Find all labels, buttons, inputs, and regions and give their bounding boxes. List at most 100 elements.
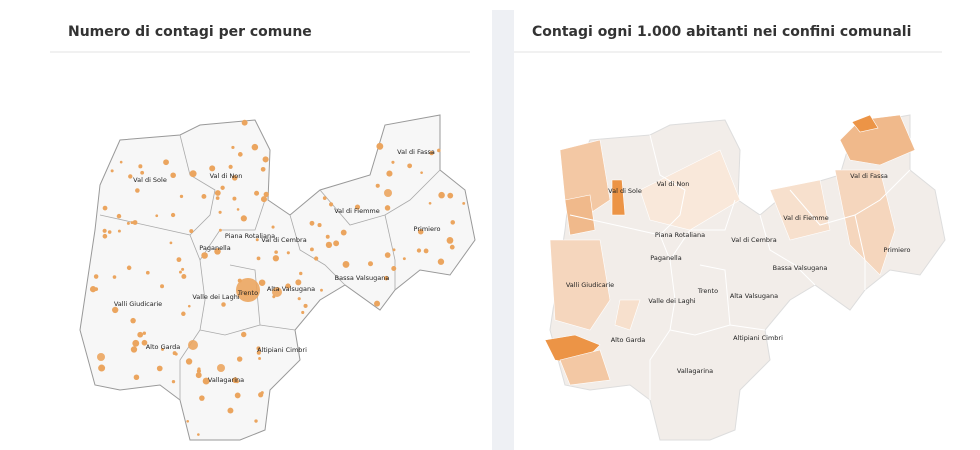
dot: [128, 174, 133, 179]
dot: [137, 331, 144, 338]
dot: [98, 364, 106, 372]
dot: [241, 119, 248, 126]
district-label: Val di Cembra: [731, 236, 776, 244]
district-label: Val di Non: [657, 180, 690, 188]
dot: [170, 172, 176, 179]
district-border: [854, 214, 866, 290]
district-label: Primiero: [884, 246, 911, 254]
dot: [132, 339, 140, 347]
dot: [160, 284, 165, 289]
dot: [384, 252, 391, 258]
dot: [94, 287, 99, 292]
dot: [102, 233, 108, 239]
dot: [97, 353, 105, 361]
dot: [447, 192, 454, 199]
dot: [236, 208, 240, 211]
dot: [271, 225, 275, 229]
district-patch: [614, 299, 641, 331]
dot: [236, 356, 243, 362]
district-border: [759, 214, 816, 286]
dot: [285, 283, 291, 289]
dot: [325, 241, 333, 249]
dot: [179, 194, 184, 199]
dot: [170, 212, 176, 218]
dot: [429, 150, 434, 156]
district-label: Vallagarina: [677, 367, 713, 375]
district-label: Alta Valsugana: [730, 292, 778, 300]
dot: [227, 407, 234, 414]
dot: [303, 303, 308, 308]
dot: [232, 175, 238, 181]
panel-title: Numero di contagi per comune: [68, 24, 312, 40]
dot: [171, 379, 176, 384]
dot: [130, 221, 134, 225]
dot: [262, 156, 269, 163]
dot: [181, 267, 185, 271]
dot: [202, 377, 210, 385]
district-label: Val di Sole: [608, 187, 642, 195]
district-border: [179, 134, 216, 236]
dot: [258, 357, 262, 360]
dot: [141, 339, 148, 346]
dot: [112, 306, 119, 314]
district-label: Val di Sole: [133, 176, 167, 184]
dot: [374, 300, 381, 307]
dot: [384, 189, 392, 197]
dot: [256, 346, 261, 351]
map: Val di Sole Val di Non Val di Fassa Val di …: [544, 114, 946, 441]
dot: [102, 228, 107, 233]
district-label: Altipiani Cimbri: [733, 334, 783, 342]
district-border: [199, 324, 296, 336]
dot: [119, 160, 123, 164]
district-border: [199, 199, 266, 261]
district-label: Val di Fiemme: [334, 207, 380, 215]
district-label: Alta Valsugana: [267, 285, 315, 293]
district-label: Valle dei Laghi: [648, 297, 695, 305]
dot: [438, 191, 445, 199]
dot: [417, 228, 424, 235]
dot: [132, 220, 138, 225]
dot: [391, 266, 397, 271]
dot: [93, 274, 99, 279]
panel-title: Contagi ogni 1.000 abitanti nei confini …: [532, 24, 911, 40]
dot: [197, 433, 200, 436]
dot: [251, 143, 259, 151]
dot: [145, 270, 150, 275]
district-patch: [611, 179, 626, 216]
dot: [299, 271, 303, 276]
dot: [189, 170, 197, 178]
dot: [195, 372, 202, 379]
dot: [126, 221, 130, 225]
dot: [367, 261, 374, 267]
dot: [199, 395, 205, 401]
dot: [220, 185, 225, 190]
dot: [188, 340, 198, 350]
district-label: Alto Garda: [146, 343, 181, 351]
dot: [383, 275, 389, 281]
dot: [342, 260, 350, 268]
dot: [449, 244, 455, 250]
dot: [142, 331, 147, 335]
dot: [320, 288, 323, 292]
dot: [437, 258, 445, 265]
dot: [392, 248, 396, 252]
dot: [376, 142, 384, 150]
district-patch: [639, 149, 741, 231]
district-label: Altipiani Cimbri: [257, 346, 307, 354]
dot: [260, 391, 264, 395]
dot: [181, 311, 186, 317]
dot: [221, 302, 226, 307]
dot: [138, 164, 143, 169]
dot: [232, 196, 237, 201]
dot: [140, 170, 145, 175]
dot: [218, 228, 222, 232]
district-label: Val di Non: [210, 172, 243, 180]
dot: [133, 374, 140, 381]
district-label: Val di Fiemme: [783, 214, 829, 222]
district-label: Primiero: [414, 225, 441, 233]
dot: [237, 151, 243, 157]
district-label: Val di Fassa: [397, 148, 435, 156]
dot: [254, 419, 258, 423]
dot: [214, 190, 221, 196]
dot: [297, 297, 301, 301]
